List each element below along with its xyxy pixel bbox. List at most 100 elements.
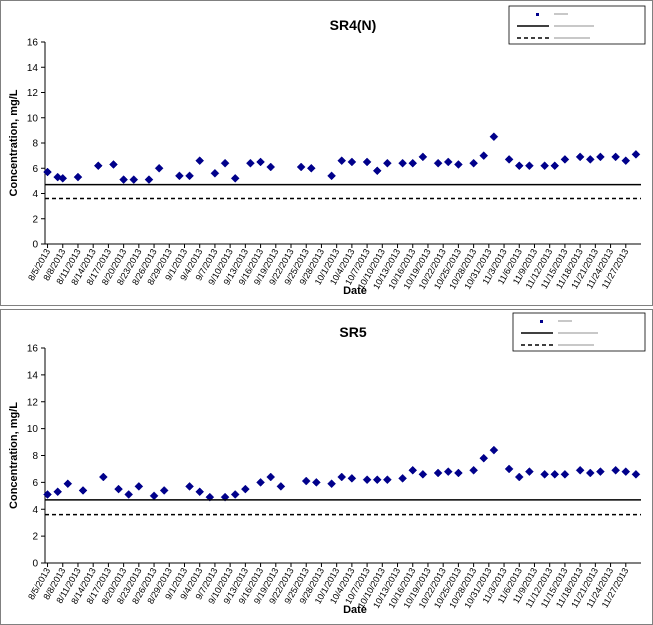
data-point [149,491,159,501]
legend-text-placeholder [554,25,594,27]
data-point [631,469,641,479]
data-point [129,175,139,184]
y-tick-label: 8 [32,451,38,462]
data-point [479,453,489,463]
data-point [124,490,134,499]
data-point [266,472,276,482]
data-point [540,161,549,171]
data-point [408,465,418,475]
y-tick-label: 14 [27,370,39,381]
data-point [43,167,52,177]
chart-panel-sr5: SR5 0 2 4 6 8 10 12 14 16 8/5/2013 8/8/2013 8/11/201… [0,309,653,625]
data-point [383,158,392,168]
data-point [266,162,276,172]
data-point [154,163,164,173]
data-point [210,168,220,178]
data-point [276,482,286,491]
y-tick-label: 12 [27,397,39,408]
y-tick-label: 8 [32,139,38,150]
y-tick-label: 14 [27,63,39,74]
data-point [53,487,63,497]
y-axis-label: Concentration, mg/L [8,402,20,509]
y-tick-label: 0 [32,559,38,570]
data-point [337,156,347,166]
y-tick-label: 0 [32,240,38,251]
data-point [514,161,524,171]
data-point [443,157,453,167]
data-point [230,490,240,499]
y-tick-label: 2 [32,214,38,225]
data-point [631,150,641,159]
y-tick-label: 12 [27,88,39,99]
data-point [134,482,144,491]
data-point [347,473,357,483]
legend [512,312,646,352]
data-point [575,152,585,162]
y-tick-label: 4 [32,189,38,200]
legend-text-placeholder [554,37,590,39]
data-point [504,464,514,474]
data-point [43,490,52,499]
data-point [469,465,478,475]
data-point [585,468,595,478]
data-point [296,162,306,172]
y-tick-label: 16 [27,38,39,49]
data-point [327,479,336,489]
data-point [621,156,631,166]
data-point [312,478,321,487]
data-point [195,156,205,166]
data-point [93,161,103,171]
data-point [175,171,184,181]
data-point [78,486,88,495]
data-point [306,163,316,173]
legend-text-placeholder [558,320,572,322]
data-point [114,484,123,494]
legend-marker-swatch [540,320,543,323]
data-point [418,152,428,162]
data-point [504,155,514,164]
data-point [408,158,418,168]
data-point [550,161,560,171]
data-point [585,155,595,164]
data-point [611,465,620,475]
legend-text-placeholder [558,332,598,334]
data-point [443,467,453,476]
data-point [241,484,250,494]
y-tick-label: 6 [32,478,38,489]
data-point [525,161,534,171]
data-point [489,132,499,142]
data-series [43,445,641,502]
x-axis-label: Date [343,604,367,616]
data-series [43,132,641,184]
data-point [362,157,372,167]
y-tick-label: 6 [32,164,38,175]
data-point [220,158,230,168]
data-point [454,160,463,169]
y-tick-label: 10 [27,113,39,124]
data-point [119,175,128,184]
data-point [489,445,499,455]
data-point [560,155,570,164]
data-point [550,469,560,479]
data-point [398,473,407,483]
data-point [433,468,443,478]
data-point [383,475,392,485]
legend-marker-swatch [536,13,539,16]
data-point [195,487,205,497]
data-point [327,171,336,181]
legend-text-placeholder [558,344,594,346]
data-point [185,482,194,491]
data-point [246,158,255,168]
data-point [525,467,534,476]
data-point [159,486,169,495]
data-point [433,158,443,168]
data-point [337,472,347,482]
data-point [540,469,549,479]
data-point [596,152,605,162]
data-point [514,472,524,482]
data-point [256,157,265,167]
x-axis-label: Date [343,285,367,297]
legend [508,5,646,45]
data-point [596,467,605,476]
y-tick-label: 16 [27,344,39,355]
